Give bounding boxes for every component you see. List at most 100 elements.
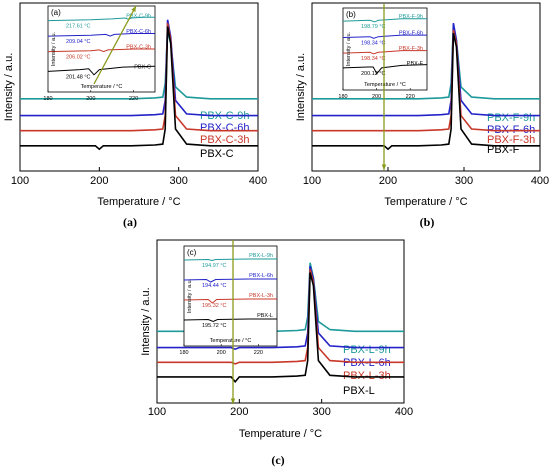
trend-arrow-head [230,398,236,404]
x-tick-label: 200 [90,175,108,187]
x-tick-label: 300 [455,175,473,187]
inset-x-tick-label: 200 [217,350,226,356]
inset-x-tick-label: 180 [43,96,52,102]
inset-panel-label: (b) [346,10,356,19]
inset-y-axis-label: Intensity / a.u. [346,31,352,66]
inset-series-line [342,50,427,55]
inset-series-label: PBX-C-3h [126,45,151,51]
x-axis-label: Temperature / °C [97,196,180,208]
inset-series-label: PBX-F-9h [399,14,423,20]
x-tick-label: 400 [531,175,549,187]
series-label: PBX-C-6h [200,122,250,134]
inset-series-label: PBX-L-3h [249,293,273,299]
inset-annotation: 206.02 °C [66,55,91,61]
inset-annotation: 200.12 °C [361,71,386,77]
inset-series-line [47,65,156,76]
inset-annotation: 194.97 °C [202,263,227,269]
inset-frame [183,245,278,347]
plot-frame [19,2,259,172]
trend-arrow [93,5,137,85]
plot-frame [156,239,405,404]
inset-x-tick-label: 200 [86,96,95,102]
inset-series-label: PBX-C [134,64,151,70]
y-axis-label: Intensity / a.u. [295,53,307,121]
inset-series-label: PBX-L-9h [249,253,273,259]
inset-chart: PBX-L-9h PBX-L-6h PBX-L-3h PBX-L 194.97 °C 19… [179,245,278,356]
series-line [312,33,540,151]
series-label: PBX-C [200,148,234,160]
inset-panel-label: (a) [51,8,61,17]
x-axis-label: Temperature / °C [384,196,467,208]
x-tick-label: 200 [379,175,397,187]
inset-series-label: PBX-L-6h [249,273,273,279]
x-tick-label: 300 [312,406,330,418]
series-label: PBX-C-3h [200,134,250,146]
inset-series-label: PBX-C-6h [126,29,151,35]
series-label: PBX-F [487,144,520,156]
series-label: PBX-F-3h [487,134,535,146]
inset-series-line [342,34,427,39]
inset-x-axis-label: Temperature / °C [210,338,252,344]
inset-series-label: PBX-C-9h [126,14,151,20]
inset-series-line [183,258,277,262]
inset-series-line [47,33,155,37]
panel-caption: (a) [123,215,137,229]
inset-y-axis-label: Intensity / a.u. [187,278,193,313]
x-tick-label: 100 [148,406,166,418]
inset-annotation: 201.48 °C [66,74,91,80]
series-label: PBX-F-9h [487,112,535,124]
inset-series-line [342,18,427,23]
inset-x-tick-label: 220 [254,350,263,356]
inset-x-axis-label: Temperature / °C [81,84,123,90]
inset-frame [342,7,428,91]
inset-series-line [183,278,277,283]
inset-series-label: PBX-F [407,61,424,67]
series-label: PBX-L [343,385,375,397]
x-tick-label: 400 [249,175,267,187]
x-tick-label: 400 [395,406,413,418]
inset-series-label: PBX-F-3h [399,46,423,52]
inset-series-line [183,298,277,304]
inset-annotation: 195.32 °C [202,303,227,309]
inset-panel-label: (c) [187,248,197,257]
inset-series-label: PBX-L [257,313,273,319]
x-tick-label: 300 [169,175,187,187]
inset-annotation: 217.61 °C [66,24,91,30]
trend-arrow-head [131,6,136,12]
panel-caption: (b) [420,215,435,229]
inset-x-tick-label: 220 [129,96,138,102]
inset-chart: PBX-C-9h PBX-C-6h PBX-C-3h PBX-C 217.61 °C 20… [43,5,156,102]
series-label: PBX-L-9h [343,344,391,356]
x-axis-label: Temperature / °C [239,428,322,440]
panel-caption: (c) [271,453,284,467]
inset-annotation: 209.04 °C [66,39,91,45]
inset-series-label: PBX-F-6h [399,31,423,37]
inset-annotation: 195.72 °C [202,323,227,329]
x-tick-label: 100 [303,175,321,187]
inset-series-line [183,318,277,323]
chart-panel: PBX-L-9h PBX-L-6h PBX-L-3h PBX-L 100 200 300 40… [140,239,413,467]
x-tick-label: 200 [230,406,248,418]
inset-x-tick-label: 200 [372,94,381,100]
inset-y-axis-label: Intensity / a.u. [51,31,57,66]
plot-frame [311,2,541,172]
series-line [20,26,258,151]
series-label: PBX-L-3h [343,370,391,382]
y-axis-label: Intensity / a.u. [3,53,15,121]
inset-series-line [47,48,155,53]
inset-annotation: 198.79 °C [361,24,386,30]
trend-arrow-head [381,164,387,170]
x-tick-label: 100 [11,175,29,187]
inset-annotation: 194.44 °C [202,283,227,289]
inset-chart: PBX-F-9h PBX-F-6h PBX-F-3h PBX-F 198.79 °C 19… [338,7,428,100]
inset-x-tick-label: 220 [406,94,415,100]
inset-annotation: 198.34 °C [361,56,386,62]
inset-series-line [342,64,428,75]
inset-x-tick-label: 180 [338,94,347,100]
y-axis-label: Intensity / a.u. [140,287,152,355]
inset-annotation: 198.34 °C [361,41,386,47]
inset-series-line [47,16,155,22]
